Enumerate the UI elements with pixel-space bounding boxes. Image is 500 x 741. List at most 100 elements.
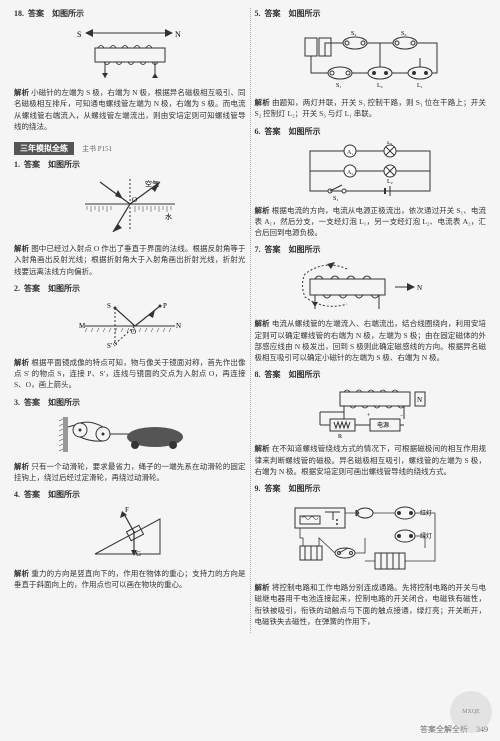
svg-text:S₁: S₁ bbox=[336, 83, 341, 89]
q3-answer: 答案 如图所示 bbox=[24, 398, 80, 407]
explain-label: 解析 bbox=[14, 569, 29, 578]
svg-text:R: R bbox=[338, 434, 342, 439]
svg-text:S₂: S₂ bbox=[351, 31, 356, 37]
svg-text:O: O bbox=[131, 328, 136, 336]
explain-text: 小磁针的左端为 S 极，右端为 N 极，根据异名磁极相互吸引、同名磁极相互排斥，… bbox=[14, 88, 246, 131]
svg-text:水: 水 bbox=[165, 212, 172, 221]
q6-explain: 解析 根据电流的方向，电流从电源正极流出，依次通过开关 S₁、电流表 A₁，然后… bbox=[255, 205, 487, 239]
explain-label: 解析 bbox=[255, 583, 270, 592]
q1-answer: 答案 如图所示 bbox=[24, 160, 80, 169]
question-1: 1. 答案 如图所示 空气 水 O bbox=[14, 159, 246, 277]
explain-label: 解析 bbox=[14, 358, 29, 367]
q3-number: 3. bbox=[14, 398, 20, 407]
question-9: 9. 答案 如图所示 红灯 绿 bbox=[255, 483, 487, 627]
q2-figure: M N S S' P O bbox=[14, 298, 246, 353]
right-column: 5. 答案 如图所示 S₂ S₃ S₁ L₂ bbox=[251, 8, 491, 633]
q8-number: 8. bbox=[255, 370, 261, 379]
q6-answer: 答案 如图所示 bbox=[265, 127, 321, 136]
question-3: 3. 答案 如图所示 bbox=[14, 397, 246, 484]
q1-number: 1. bbox=[14, 160, 20, 169]
question-4: 4. 答案 如图所示 G F 解析 重力的方向是竖直向下的，作用在物体的重心；支… bbox=[14, 489, 246, 591]
q8-figure: N R 电源 + − bbox=[255, 384, 487, 439]
svg-text:L₁: L₁ bbox=[417, 83, 423, 89]
q5-figure: S₂ S₃ S₁ L₂ L₁ bbox=[255, 23, 487, 93]
svg-text:L₁: L₁ bbox=[387, 141, 393, 146]
explain-label: 解析 bbox=[255, 319, 270, 328]
question-6: 6. 答案 如图所示 A₁ L₁ A₂ L₂ bbox=[255, 126, 487, 239]
section-header: 三年模拟全练 主书 P151 bbox=[14, 138, 246, 159]
svg-text:A₁: A₁ bbox=[347, 150, 353, 156]
svg-text:+: + bbox=[367, 413, 371, 419]
q9-answer: 答案 如图所示 bbox=[265, 484, 321, 493]
q18-number: 18. bbox=[14, 9, 24, 18]
section-note: 主书 P151 bbox=[82, 145, 112, 153]
q5-answer: 答案 如图所示 bbox=[265, 9, 321, 18]
explain-text: 重力的方向是竖直向下的，作用在物体的重心；支持力的方向是垂直于斜面向上的，作用点… bbox=[14, 569, 246, 589]
q2-answer: 答案 如图所示 bbox=[24, 284, 80, 293]
explain-text: 由题知，两灯并联，开关 S₁ 控制干路，则 S₁ 位在干路上；开关 S₂ 控制灯… bbox=[255, 98, 487, 118]
svg-text:L₂: L₂ bbox=[387, 179, 393, 185]
svg-text:N: N bbox=[417, 396, 422, 404]
explain-label: 解析 bbox=[14, 88, 29, 97]
q7-answer: 答案 如图所示 bbox=[265, 245, 321, 254]
svg-text:N: N bbox=[417, 284, 422, 292]
q6-number: 6. bbox=[255, 127, 261, 136]
explain-text: 在不知道螺线管绕线方式的情况下，可根据磁极间的相互作用规律来判断螺线管的磁极。异… bbox=[255, 444, 487, 476]
q3-explain: 解析 只有一个动滑轮，要求最省力，绳子的一端先系在动滑轮的固定挂钩上，绕过后经过… bbox=[14, 461, 246, 484]
question-8: 8. 答案 如图所示 N R 电源 bbox=[255, 369, 487, 477]
svg-text:S: S bbox=[77, 30, 81, 39]
question-7: 7. 答案 如图所示 N 解析 电流从螺线管的左端流入、右端 bbox=[255, 244, 487, 363]
explain-text: 只有一个动滑轮，要求最省力，绳子的一端先系在动滑轮的固定挂钩上，绕过后经过定滑轮… bbox=[14, 462, 246, 482]
q9-figure: 红灯 绿灯 bbox=[255, 498, 487, 578]
left-column: 18. 答案 如图所示 S N 解析 小 bbox=[10, 8, 251, 633]
q2-number: 2. bbox=[14, 284, 20, 293]
q6-figure: A₁ L₁ A₂ L₂ S₁ bbox=[255, 141, 487, 201]
explain-text: 图中已经过入射点 O 作出了垂直于界面的法线。根据反射角等于入射角画出反射光线；… bbox=[14, 244, 246, 276]
svg-text:S: S bbox=[107, 302, 111, 310]
q4-figure: G F bbox=[14, 504, 246, 564]
svg-text:N: N bbox=[175, 30, 181, 39]
question-2: 2. 答案 如图所示 M N S S' P bbox=[14, 283, 246, 391]
svg-text:M: M bbox=[79, 322, 86, 330]
q7-number: 7. bbox=[255, 245, 261, 254]
explain-text: 电流从螺线管的左端流入、右端流出，结合线圈绕向，利用安培定则可以确定螺线管的右端… bbox=[255, 319, 487, 362]
q7-explain: 解析 电流从螺线管的左端流入、右端流出，结合线圈绕向，利用安培定则可以确定螺线管… bbox=[255, 318, 487, 363]
q9-explain: 解析 将控制电路和工作电路分别连成通路。先将控制电路的开关与电磁继电器用干电池连… bbox=[255, 582, 487, 627]
q9-number: 9. bbox=[255, 484, 261, 493]
q1-figure: 空气 水 O bbox=[14, 174, 246, 239]
explain-text: 根据平面镜成像的特点可知，物与像关于镜面对称，首先作出像点 S' 的物点 S，连… bbox=[14, 358, 246, 390]
q4-answer: 答案 如图所示 bbox=[24, 490, 80, 499]
svg-text:P: P bbox=[163, 302, 167, 310]
question-5: 5. 答案 如图所示 S₂ S₃ S₁ L₂ bbox=[255, 8, 487, 120]
q2-explain: 解析 根据平面镜成像的特点可知，物与像关于镜面对称，首先作出像点 S' 的物点 … bbox=[14, 357, 246, 391]
section-title: 三年模拟全练 bbox=[14, 142, 74, 155]
q18-explain: 解析 小磁针的左端为 S 极，右端为 N 极，根据异名磁极相互吸引、同名磁极相互… bbox=[14, 87, 246, 132]
svg-text:G: G bbox=[136, 550, 141, 558]
explain-text: 将控制电路和工作电路分别连成通路。先将控制电路的开关与电磁继电器用干电池连接起来… bbox=[255, 583, 487, 626]
svg-text:−: − bbox=[400, 413, 404, 419]
question-18: 18. 答案 如图所示 S N 解析 小 bbox=[14, 8, 246, 132]
q18-answer: 答案 如图所示 bbox=[28, 9, 84, 18]
svg-text:N: N bbox=[176, 322, 181, 330]
svg-text:A₂: A₂ bbox=[347, 170, 353, 176]
q8-explain: 解析 在不知道螺线管绕线方式的情况下，可根据磁极间的相互作用规律来判断螺线管的磁… bbox=[255, 443, 487, 477]
svg-text:电源: 电源 bbox=[377, 421, 389, 429]
q3-figure bbox=[14, 412, 246, 457]
svg-text:S': S' bbox=[107, 342, 112, 350]
explain-label: 解析 bbox=[255, 98, 270, 107]
q18-figure: S N bbox=[14, 23, 246, 83]
svg-text:O: O bbox=[132, 196, 137, 204]
q5-explain: 解析 由题知，两灯并联，开关 S₁ 控制干路，则 S₁ 位在干路上；开关 S₂ … bbox=[255, 97, 487, 120]
q1-explain: 解析 图中已经过入射点 O 作出了垂直于界面的法线。根据反射角等于入射角画出反射… bbox=[14, 243, 246, 277]
q4-explain: 解析 重力的方向是竖直向下的，作用在物体的重心；支持力的方向是垂直于斜面向上的，… bbox=[14, 568, 246, 591]
explain-label: 解析 bbox=[255, 206, 270, 215]
q4-number: 4. bbox=[14, 490, 20, 499]
svg-text:S₁: S₁ bbox=[333, 196, 338, 201]
explain-label: 解析 bbox=[14, 462, 29, 471]
q8-answer: 答案 如图所示 bbox=[265, 370, 321, 379]
q5-number: 5. bbox=[255, 9, 261, 18]
svg-text:L₂: L₂ bbox=[377, 83, 383, 89]
svg-text:S₃: S₃ bbox=[401, 31, 406, 37]
svg-text:F: F bbox=[125, 506, 129, 514]
explain-label: 解析 bbox=[14, 244, 29, 253]
